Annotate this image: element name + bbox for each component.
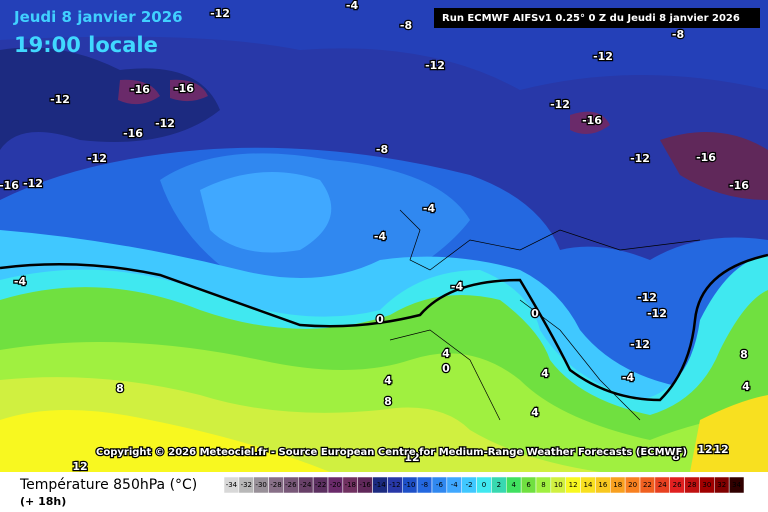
- contour-label: 8: [672, 450, 680, 463]
- contour-label: -12: [647, 307, 667, 320]
- run-label: Run ECMWF AIFSv1 0.25° 0 Z du Jeudi 8 ja…: [442, 13, 740, 24]
- contour-label: 0: [442, 362, 450, 375]
- contour-label: 4: [442, 347, 450, 360]
- contour-label: 8: [116, 382, 124, 395]
- scale-label: -26: [285, 481, 297, 489]
- contour-label: -16: [696, 151, 716, 164]
- scale-label: -28: [270, 481, 281, 489]
- contour-label: -16: [0, 179, 19, 192]
- contour-labels: -12 -4 -8 -8 -12 -12 -12 -16 -16 -12 -16…: [0, 0, 751, 474]
- scale-label: -24: [300, 481, 312, 489]
- contour-label: 4: [742, 380, 750, 393]
- scale-label: -34: [226, 481, 238, 489]
- scale-label: 14: [584, 481, 593, 489]
- scale-label: -10: [404, 481, 415, 489]
- contour-label: -4: [14, 275, 27, 288]
- contour-label: -12: [210, 7, 230, 20]
- legend-title: Température 850hPa (°C): [19, 477, 197, 493]
- scale-label: 22: [643, 481, 652, 489]
- contour-label: 0: [376, 313, 384, 326]
- contour-label: -4: [622, 371, 635, 384]
- scale-label: 6: [526, 481, 531, 489]
- contour-label: 12: [697, 443, 712, 456]
- contour-label: -16: [174, 82, 194, 95]
- contour-label: -16: [130, 83, 150, 96]
- date-label: Jeudi 8 janvier 2026: [13, 8, 183, 26]
- contour-label: -16: [729, 179, 749, 192]
- scale-label: 0: [482, 481, 486, 489]
- contour-label: 4: [384, 374, 392, 387]
- contour-label: 8: [740, 348, 748, 361]
- contour-label: -12: [23, 177, 43, 190]
- contour-label: 4: [541, 367, 549, 380]
- scale-label: -32: [241, 481, 252, 489]
- contour-label: -12: [87, 152, 107, 165]
- scale-label: 8: [541, 481, 545, 489]
- contour-label: 4: [531, 406, 539, 419]
- contour-label: -12: [637, 291, 657, 304]
- contour-label: -4: [423, 202, 436, 215]
- contour-label: -12: [425, 59, 445, 72]
- contour-label: 8: [384, 395, 392, 408]
- scale-label: -12: [389, 481, 400, 489]
- contour-label: -12: [630, 338, 650, 351]
- scale-label: 34: [732, 481, 741, 489]
- contour-label: 12: [713, 443, 728, 456]
- contour-label: 12: [404, 451, 419, 464]
- contour-label: -8: [400, 19, 412, 32]
- contour-label: -4: [346, 0, 359, 12]
- run-box: [434, 8, 760, 28]
- contour-label: -8: [376, 143, 388, 156]
- contour-label: -12: [550, 98, 570, 111]
- color-scale: -34 -32 -30 -28 -26 -24 -22 -20 -18 -16 -14 -12 -10-…: [223, 476, 745, 494]
- contour-label: -12: [630, 152, 650, 165]
- contour-label: 0: [531, 307, 539, 320]
- contour-label: -12: [593, 50, 613, 63]
- scale-label: 2: [497, 481, 501, 489]
- contour-label: 12: [72, 460, 87, 473]
- scale-label: 4: [511, 481, 516, 489]
- scale-label: 12: [569, 481, 578, 489]
- legend-step: (+ 18h): [20, 495, 66, 508]
- scale-label: -20: [330, 481, 341, 489]
- time-label: 19:00 locale: [14, 33, 158, 57]
- contour-label: -4: [451, 280, 464, 293]
- scale-label: -30: [255, 481, 266, 489]
- scale-label: 10: [554, 481, 563, 489]
- scale-label: 26: [673, 481, 682, 489]
- scale-label: -22: [315, 481, 326, 489]
- contour-label: -8: [672, 28, 684, 41]
- contour-label: -12: [155, 117, 175, 130]
- scale-label: -18: [345, 481, 356, 489]
- contour-label: -4: [374, 230, 387, 243]
- scale-label: 20: [628, 481, 637, 489]
- contour-label: -12: [50, 93, 70, 106]
- scale-label: 30: [702, 481, 711, 489]
- scale-label: 28: [688, 481, 697, 489]
- scale-label: 32: [717, 481, 726, 489]
- scale-swatch: [728, 476, 745, 494]
- scale-label: -6: [436, 481, 444, 489]
- scale-label: -4: [451, 481, 459, 489]
- scale-label: -16: [359, 481, 371, 489]
- scale-label: -14: [374, 481, 386, 489]
- scale-label: 24: [658, 481, 667, 489]
- copyright: Copyright © 2026 Meteociel.fr - Source E…: [96, 447, 687, 458]
- scale-label: -8: [421, 481, 428, 489]
- contour-label: -16: [123, 127, 143, 140]
- contour-label: -16: [582, 114, 602, 127]
- scale-label: 16: [598, 481, 607, 489]
- scale-label: 18: [613, 481, 622, 489]
- scale-label: -2: [466, 481, 473, 489]
- map-field: [0, 0, 768, 472]
